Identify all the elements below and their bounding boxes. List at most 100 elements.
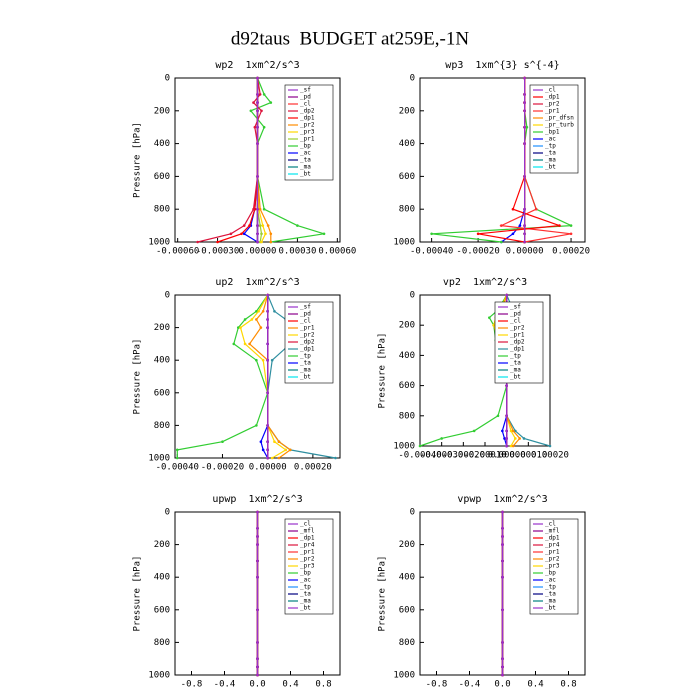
profile-marker <box>269 101 273 104</box>
legend-label: _bt <box>510 374 521 381</box>
legend-label: _cl <box>300 318 311 325</box>
profile-marker <box>261 224 265 227</box>
profile-marker <box>534 207 538 211</box>
y-tick-label: 200 <box>399 540 415 550</box>
legend-label: _pr1 <box>545 549 560 556</box>
legend-label: _pd <box>300 94 311 101</box>
profile-marker <box>243 342 247 346</box>
profile-marker <box>277 456 281 460</box>
legend-label: _cl <box>510 318 521 325</box>
profile-marker <box>256 535 259 538</box>
legend-label: _ac <box>300 150 311 157</box>
profile-marker <box>257 310 260 313</box>
y-tick-label: 200 <box>154 323 170 333</box>
profile-marker <box>262 207 266 211</box>
profile-marker <box>256 543 259 546</box>
x-tick-label: -0.8 <box>426 680 448 690</box>
profile-marker <box>501 657 504 660</box>
profile-marker <box>277 440 281 444</box>
profile-line <box>217 78 259 243</box>
y-tick-label: 200 <box>399 106 415 116</box>
legend-label: _pr2 <box>300 556 315 563</box>
legend-label: _dp2 <box>300 339 315 346</box>
profile-marker <box>266 310 269 313</box>
profile-marker <box>266 318 269 321</box>
profile-marker <box>523 142 526 145</box>
legend-label: _pr3 <box>300 563 315 570</box>
legend-label: _dp2 <box>510 339 525 346</box>
y-tick-label: 1000 <box>148 671 170 681</box>
profile-marker <box>269 240 273 244</box>
profile-marker <box>523 76 526 80</box>
profile-marker <box>256 175 259 178</box>
y-tick-label: 800 <box>154 638 170 648</box>
legend-label: _mfl <box>545 528 560 535</box>
profile-marker <box>264 232 267 236</box>
profile-marker <box>501 559 504 563</box>
profile-marker <box>273 310 276 313</box>
legend-label: _pr_turb <box>545 122 574 129</box>
profile-marker <box>501 608 504 612</box>
profile-marker <box>250 318 254 321</box>
legend-label: _ma <box>510 367 521 374</box>
legend-label: _pr4 <box>545 542 560 549</box>
profile-line <box>419 294 508 447</box>
profile-marker <box>501 673 504 677</box>
profile-marker <box>472 429 476 433</box>
profile-marker <box>511 444 515 448</box>
legend-label: _dp1 <box>300 535 315 542</box>
x-tick-label: 0.4 <box>282 680 298 690</box>
y-tick-label: 600 <box>154 605 170 615</box>
legend-label: _pr3 <box>300 129 315 136</box>
y-tick-label: 400 <box>154 139 170 149</box>
profile-marker <box>505 444 508 448</box>
profile-marker <box>505 437 508 440</box>
panel-title: upwp 1xm^2/s^3 <box>212 494 302 505</box>
legend-label: _pd <box>300 311 311 318</box>
profile-marker <box>255 310 258 313</box>
figure-title: d92taus BUDGET at259E,-1N <box>231 28 469 49</box>
profile-marker <box>296 224 299 227</box>
x-tick-label: -0.00040 <box>156 463 199 473</box>
profile-marker <box>259 440 263 444</box>
profile-marker <box>440 437 443 440</box>
profile-marker <box>256 125 259 129</box>
profile-marker <box>273 440 276 444</box>
y-tick-label: 1000 <box>148 238 170 248</box>
profile-marker <box>518 437 521 440</box>
x-tick-label: 0.00030 <box>278 247 316 257</box>
profile-marker <box>525 125 529 129</box>
legend-label: _ma <box>300 367 311 374</box>
profile-marker <box>322 232 326 236</box>
profile-marker <box>242 224 246 227</box>
profile-marker <box>258 224 262 227</box>
y-tick-label: 800 <box>399 205 415 215</box>
profile-marker <box>256 527 259 530</box>
profile-marker <box>501 641 504 644</box>
profile-marker <box>266 456 269 460</box>
legend-label: _dp1 <box>510 346 525 353</box>
profile-marker <box>256 232 259 236</box>
y-tick-label: 0 <box>165 74 170 84</box>
x-tick-label: -0.00030 <box>420 451 463 461</box>
profile-marker <box>196 240 199 244</box>
y-tick-label: 1000 <box>393 238 415 248</box>
profile-marker <box>256 93 259 96</box>
profile-marker <box>266 448 269 452</box>
panel-title: vpwp 1xm^2/s^3 <box>457 494 547 505</box>
legend-label: _bt <box>545 164 556 171</box>
x-tick-label: 0.00000 <box>249 463 287 473</box>
legend-label: _bt <box>545 605 556 612</box>
y-axis-label: Pressure [hPa] <box>378 556 388 632</box>
profile-marker <box>523 125 526 129</box>
profile-marker <box>243 318 247 321</box>
profile-marker <box>252 101 255 104</box>
profile-line <box>500 78 526 243</box>
profile-marker <box>558 224 561 227</box>
legend-label: _ma <box>545 157 556 164</box>
profile-marker <box>269 232 273 236</box>
profile-line <box>243 78 259 243</box>
profile-marker <box>256 673 259 677</box>
profile-marker <box>523 224 526 227</box>
